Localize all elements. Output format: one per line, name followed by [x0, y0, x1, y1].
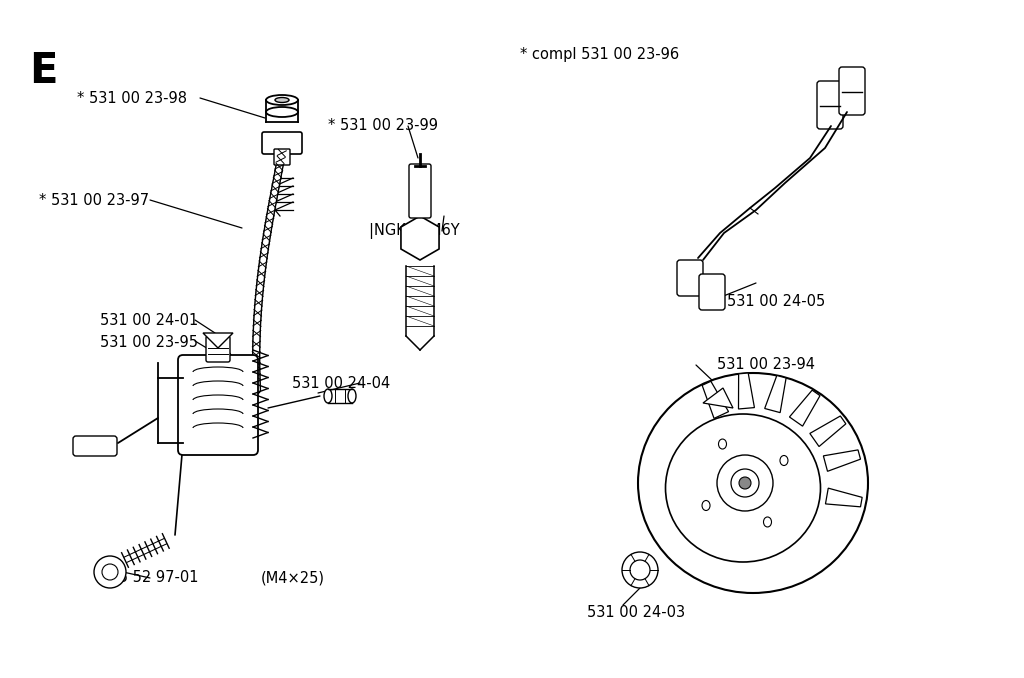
Text: 531 00 24-05: 531 00 24-05 — [727, 294, 825, 309]
Circle shape — [622, 552, 658, 588]
Ellipse shape — [266, 95, 298, 105]
Polygon shape — [823, 450, 860, 471]
Text: 725 52 97-01: 725 52 97-01 — [100, 570, 199, 585]
FancyBboxPatch shape — [699, 274, 725, 310]
Ellipse shape — [324, 389, 332, 403]
Ellipse shape — [719, 439, 726, 449]
Text: (M4×25): (M4×25) — [261, 570, 326, 585]
Circle shape — [717, 455, 773, 511]
Ellipse shape — [666, 414, 820, 562]
Circle shape — [102, 564, 118, 580]
Text: * 531 00 23-97: * 531 00 23-97 — [39, 193, 150, 207]
Ellipse shape — [275, 98, 289, 102]
FancyBboxPatch shape — [839, 67, 865, 115]
Circle shape — [731, 469, 759, 497]
Polygon shape — [203, 333, 233, 348]
Text: * 531 00 23-98: * 531 00 23-98 — [77, 91, 186, 106]
Ellipse shape — [702, 500, 710, 511]
Text: 531 00 24-01: 531 00 24-01 — [100, 313, 199, 327]
FancyBboxPatch shape — [274, 149, 290, 165]
Polygon shape — [825, 488, 862, 507]
FancyBboxPatch shape — [178, 355, 258, 455]
Text: 531 00 23-94: 531 00 23-94 — [717, 357, 815, 372]
Ellipse shape — [266, 107, 298, 117]
Polygon shape — [703, 388, 733, 408]
Ellipse shape — [780, 456, 788, 466]
Circle shape — [94, 556, 126, 588]
FancyBboxPatch shape — [262, 132, 302, 154]
FancyBboxPatch shape — [206, 336, 230, 362]
Ellipse shape — [348, 389, 356, 403]
Circle shape — [630, 560, 650, 580]
Polygon shape — [738, 373, 755, 409]
Text: 531 00 24-04: 531 00 24-04 — [292, 376, 390, 391]
Text: * compl 531 00 23-96: * compl 531 00 23-96 — [520, 47, 679, 62]
Ellipse shape — [764, 517, 771, 527]
Text: |NGK BPM6Y: |NGK BPM6Y — [369, 222, 460, 239]
Polygon shape — [765, 376, 786, 413]
Polygon shape — [790, 390, 820, 426]
FancyBboxPatch shape — [73, 436, 117, 456]
FancyBboxPatch shape — [817, 81, 843, 129]
Ellipse shape — [638, 373, 868, 593]
Text: * 531 00 23-99: * 531 00 23-99 — [328, 118, 437, 133]
FancyBboxPatch shape — [409, 164, 431, 218]
Circle shape — [739, 477, 751, 489]
Text: 531 00 24-03: 531 00 24-03 — [587, 605, 685, 620]
Polygon shape — [810, 416, 846, 447]
FancyBboxPatch shape — [677, 260, 703, 296]
Polygon shape — [702, 381, 728, 418]
Text: E: E — [29, 50, 57, 92]
Polygon shape — [401, 216, 439, 260]
Text: 531 00 23-95: 531 00 23-95 — [100, 335, 199, 350]
